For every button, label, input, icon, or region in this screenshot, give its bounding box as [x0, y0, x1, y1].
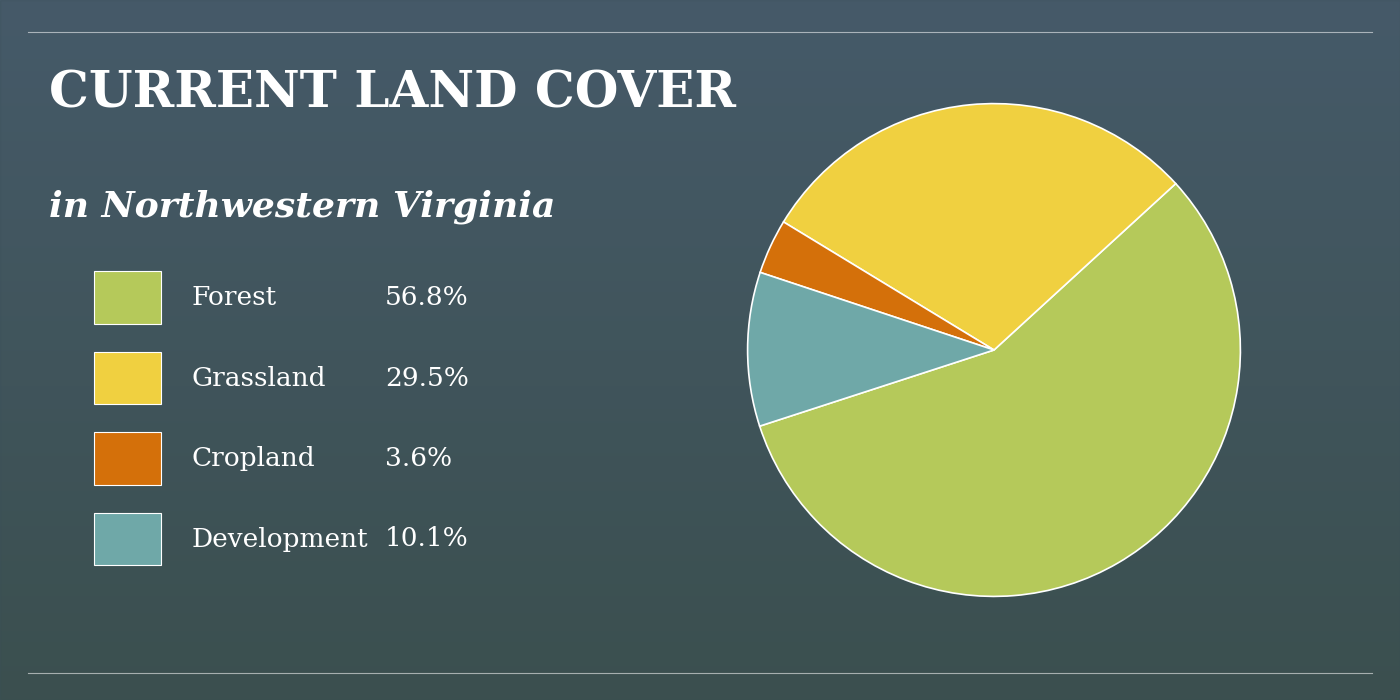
- FancyBboxPatch shape: [94, 351, 161, 405]
- Wedge shape: [760, 183, 1240, 596]
- Text: Grassland: Grassland: [192, 365, 326, 391]
- Text: CURRENT LAND COVER: CURRENT LAND COVER: [49, 70, 736, 119]
- Text: 3.6%: 3.6%: [385, 446, 452, 471]
- Wedge shape: [748, 272, 994, 426]
- Text: Cropland: Cropland: [192, 446, 315, 471]
- Text: 29.5%: 29.5%: [385, 365, 469, 391]
- Text: Development: Development: [192, 526, 368, 552]
- Wedge shape: [760, 222, 994, 350]
- FancyBboxPatch shape: [94, 513, 161, 566]
- Text: 10.1%: 10.1%: [385, 526, 469, 552]
- FancyBboxPatch shape: [94, 432, 161, 484]
- Text: in Northwestern Virginia: in Northwestern Virginia: [49, 189, 556, 223]
- Text: Forest: Forest: [192, 285, 277, 310]
- FancyBboxPatch shape: [94, 272, 161, 323]
- Text: 56.8%: 56.8%: [385, 285, 469, 310]
- Wedge shape: [784, 104, 1176, 350]
